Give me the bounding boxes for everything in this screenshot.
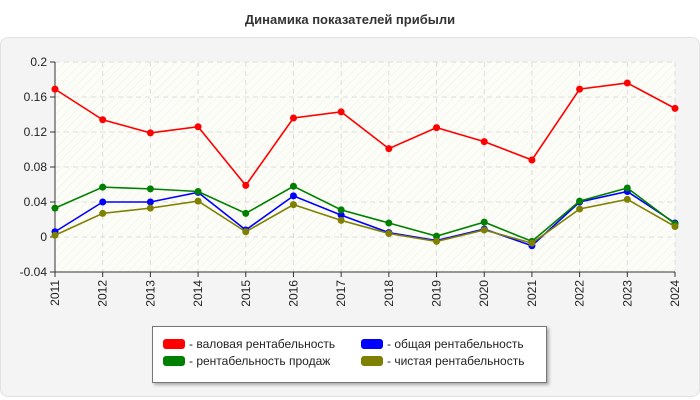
data-point	[480, 218, 488, 226]
data-point	[576, 197, 584, 205]
y-tick-label: 0.12	[24, 125, 48, 139]
data-point	[528, 156, 536, 164]
x-tick-label: 2019	[430, 280, 444, 307]
data-point	[99, 183, 107, 191]
data-point	[146, 129, 154, 137]
y-tick-label: 0	[40, 230, 47, 244]
data-point	[337, 211, 345, 219]
data-point	[99, 209, 107, 217]
data-point	[433, 124, 441, 132]
data-point	[99, 116, 107, 124]
legend-swatch	[163, 356, 185, 366]
legend-item-total: - общая рентабельность	[361, 337, 524, 351]
x-tick-label: 2012	[96, 280, 110, 307]
y-tick-label: 0.08	[24, 160, 48, 174]
data-point	[433, 232, 441, 240]
x-tick-label: 2021	[525, 280, 539, 307]
x-tick-label: 2014	[191, 280, 205, 307]
x-tick-label: 2015	[239, 280, 253, 307]
data-point	[146, 185, 154, 193]
data-point	[194, 197, 202, 205]
data-point	[337, 216, 345, 224]
x-tick-label: 2024	[668, 280, 682, 307]
y-tick-label: 0.2	[30, 55, 47, 69]
series-line-3	[54, 198, 676, 244]
x-tick-label: 2016	[286, 280, 300, 307]
data-point	[671, 223, 679, 230]
data-point	[480, 226, 488, 234]
data-point	[289, 201, 297, 209]
data-point	[242, 209, 250, 217]
series-line-2	[54, 185, 676, 243]
x-tick-label: 2011	[48, 280, 62, 306]
legend-label: - чистая рентабельность	[387, 354, 525, 368]
x-tick-label: 2023	[620, 280, 634, 307]
data-point	[99, 198, 107, 206]
data-point	[51, 85, 59, 93]
data-point	[194, 123, 202, 131]
x-tick-label: 2013	[143, 280, 157, 307]
x-tick-label: 2017	[334, 280, 348, 307]
legend-item-gross: - валовая рентабельность	[163, 337, 335, 351]
data-point	[146, 198, 154, 206]
data-point	[337, 108, 345, 116]
data-point	[623, 195, 631, 203]
data-point	[242, 228, 250, 236]
y-tick-label: 0.04	[24, 195, 48, 209]
data-point	[51, 231, 59, 239]
data-point	[194, 188, 202, 195]
legend-item-net: - чистая рентабельность	[361, 354, 524, 368]
legend-swatch	[163, 339, 185, 349]
chart-title: Динамика показателей прибыли	[244, 12, 456, 27]
series-line-1	[54, 190, 676, 247]
legend-swatch	[361, 339, 383, 349]
data-point	[385, 219, 393, 227]
data-point	[289, 114, 297, 122]
legend-label: - рентабельность продаж	[189, 354, 331, 368]
data-point	[242, 181, 250, 189]
legend-label: - общая рентабельность	[387, 337, 524, 351]
data-point	[623, 184, 631, 192]
y-tick-label: -0.04	[20, 265, 48, 279]
data-point	[528, 239, 536, 247]
data-point	[385, 145, 393, 153]
y-tick-label: 0.16	[24, 90, 48, 104]
data-point	[671, 104, 679, 112]
data-point	[51, 204, 59, 212]
legend-swatch	[361, 356, 383, 366]
data-point	[480, 138, 488, 146]
data-point	[576, 85, 584, 93]
x-tick-label: 2020	[477, 280, 491, 307]
series-line-0	[54, 82, 676, 187]
data-point	[433, 237, 441, 245]
x-tick-label: 2022	[573, 280, 587, 307]
data-point	[385, 230, 393, 237]
data-point	[289, 182, 297, 190]
data-point	[337, 206, 345, 214]
data-point	[576, 205, 584, 213]
x-tick-label: 2018	[382, 280, 396, 307]
legend: - валовая рентабельность - общая рентабе…	[152, 326, 547, 383]
data-point	[146, 204, 154, 212]
legend-label: - валовая рентабельность	[189, 337, 336, 351]
data-point	[289, 192, 297, 200]
legend-item-sales: - рентабельность продаж	[163, 354, 330, 368]
data-point	[623, 79, 631, 87]
